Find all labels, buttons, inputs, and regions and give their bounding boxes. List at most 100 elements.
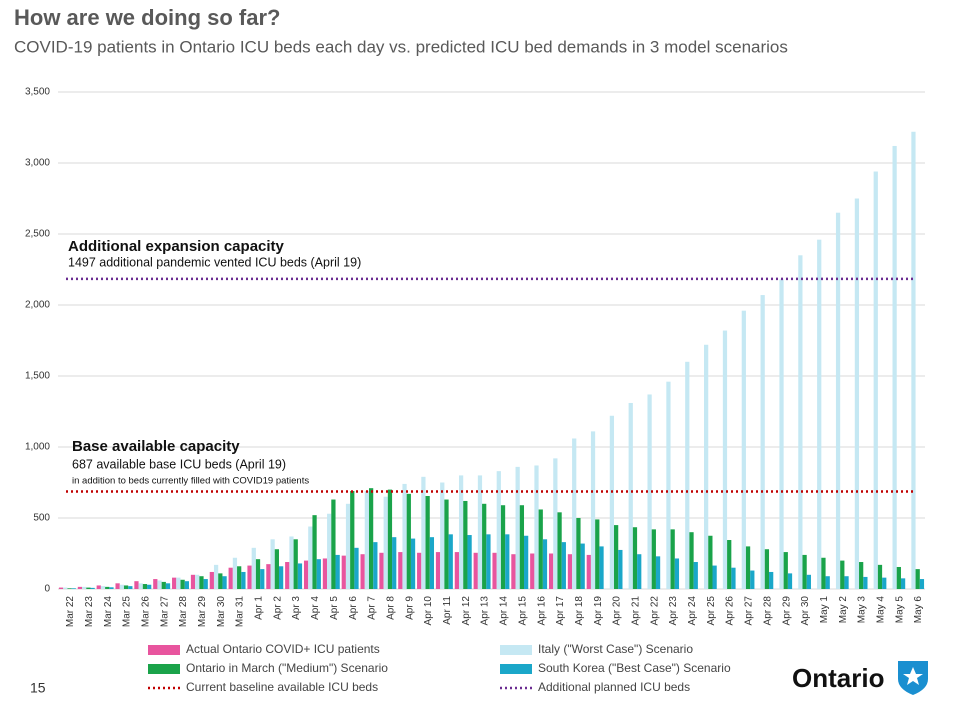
bar (147, 584, 152, 589)
bar (745, 546, 751, 589)
legend-label: South Korea ("Best Case") Scenario (538, 661, 731, 675)
bar (410, 538, 416, 589)
bar (218, 573, 223, 589)
y-tick-label: 0 (44, 584, 50, 595)
x-tick-label: Apr 3 (291, 596, 302, 620)
bar (180, 579, 185, 589)
bar (576, 518, 581, 589)
annotation-text: 687 available base ICU beds (April 19) (72, 457, 286, 471)
bar (628, 402, 633, 589)
x-tick-label: Apr 12 (461, 596, 472, 626)
bar (877, 564, 883, 589)
x-tick-label: May 3 (857, 596, 868, 624)
bar (157, 580, 162, 589)
x-tick-label: Apr 2 (272, 596, 283, 620)
bar (511, 554, 516, 589)
bar (655, 556, 661, 589)
bar (567, 554, 573, 589)
x-tick-label: Apr 23 (668, 596, 679, 626)
bar (341, 555, 346, 589)
bar (477, 475, 483, 589)
bar (161, 581, 166, 589)
bar (184, 581, 189, 589)
bar (911, 131, 916, 589)
bar (722, 330, 728, 589)
bar (844, 576, 849, 589)
bar (609, 415, 615, 589)
bar (153, 579, 158, 589)
x-tick-label: Apr 16 (536, 596, 547, 626)
bar (444, 499, 449, 589)
bar (190, 574, 196, 589)
bar (572, 438, 577, 589)
bar (77, 586, 83, 589)
y-tick-label: 1,500 (25, 371, 50, 382)
x-tick-label: Apr 15 (517, 596, 528, 626)
bar (542, 539, 548, 589)
bar (383, 496, 388, 589)
bar (199, 576, 204, 589)
x-tick-label: May 5 (894, 596, 905, 624)
bar (316, 559, 321, 589)
bar (561, 542, 566, 589)
legend-label: Ontario in March ("Medium") Scenario (186, 661, 388, 675)
bar (798, 255, 803, 590)
x-tick-label: Apr 27 (744, 596, 755, 626)
bar (297, 563, 303, 589)
bar (100, 586, 106, 589)
bar (670, 529, 675, 589)
bar (727, 540, 732, 589)
bar (787, 573, 793, 589)
x-tick-label: Apr 6 (348, 596, 359, 620)
bar (435, 552, 441, 589)
x-tick-label: Mar 22 (65, 596, 76, 628)
bar (448, 534, 453, 589)
bar (203, 579, 208, 589)
bar (251, 547, 256, 589)
bar (176, 577, 181, 589)
logo-text: Ontario (792, 663, 884, 693)
bar (392, 537, 397, 589)
bar (458, 475, 464, 589)
legend-swatch (148, 645, 180, 655)
bar (892, 145, 897, 589)
bar (515, 466, 520, 589)
bar (86, 587, 91, 589)
legend-label: Actual Ontario COVID+ ICU patients (186, 642, 380, 656)
y-tick-label: 2,500 (25, 229, 50, 240)
bar (266, 564, 271, 589)
bar (492, 552, 497, 589)
annotation-heading: Base available capacity (72, 438, 240, 455)
bar (915, 569, 920, 589)
x-tick-label: Apr 30 (800, 596, 811, 626)
bar (360, 554, 365, 589)
bar (685, 361, 690, 589)
bar (769, 571, 774, 589)
bar (693, 562, 698, 589)
bar (398, 552, 403, 589)
y-tick-label: 2,000 (25, 300, 50, 311)
bar (482, 503, 487, 589)
bar (247, 565, 252, 589)
bar (647, 394, 652, 589)
x-tick-label: May 6 (913, 596, 924, 624)
bar (172, 577, 177, 589)
bar (209, 571, 214, 589)
bar (580, 543, 585, 589)
bar (689, 532, 694, 589)
bar (421, 476, 426, 589)
bar (708, 535, 713, 589)
bar (232, 557, 238, 589)
x-tick-label: Mar 30 (216, 596, 227, 628)
bar (312, 515, 317, 589)
x-tick-label: Mar 29 (197, 596, 208, 628)
x-tick-label: Apr 18 (574, 596, 585, 626)
bar (595, 519, 600, 589)
bar (821, 557, 826, 589)
bar (289, 536, 294, 589)
x-tick-label: Apr 28 (762, 596, 773, 626)
bar (96, 585, 101, 589)
bar (825, 576, 830, 589)
x-tick-label: Apr 8 (385, 596, 396, 620)
bar (817, 239, 822, 589)
